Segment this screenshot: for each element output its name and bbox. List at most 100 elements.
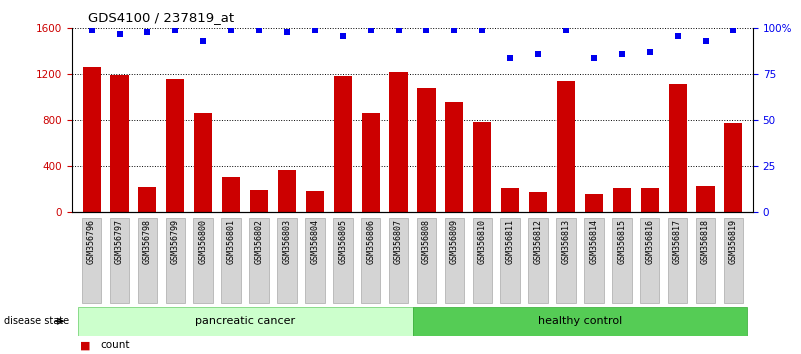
Bar [83, 67, 101, 212]
Text: GSM356808: GSM356808 [422, 219, 431, 264]
FancyBboxPatch shape [612, 218, 631, 303]
Point [727, 27, 740, 33]
Point [532, 51, 545, 57]
FancyBboxPatch shape [501, 218, 520, 303]
FancyBboxPatch shape [82, 218, 102, 303]
FancyBboxPatch shape [668, 218, 687, 303]
Point [476, 27, 489, 33]
Point [197, 38, 210, 44]
FancyBboxPatch shape [333, 218, 352, 303]
Point [448, 27, 461, 33]
Text: GSM356813: GSM356813 [562, 219, 570, 264]
Point [308, 27, 321, 33]
FancyBboxPatch shape [305, 218, 324, 303]
Point [615, 51, 628, 57]
Text: GSM356815: GSM356815 [618, 219, 626, 264]
FancyBboxPatch shape [166, 218, 185, 303]
Bar [529, 192, 547, 212]
Bar [167, 79, 184, 212]
FancyBboxPatch shape [473, 218, 492, 303]
Point [364, 27, 377, 33]
Point [280, 29, 293, 35]
Bar [696, 186, 714, 212]
Text: GSM356796: GSM356796 [87, 219, 96, 264]
FancyBboxPatch shape [249, 218, 269, 303]
Bar [501, 188, 519, 212]
Point [587, 55, 600, 61]
Text: GSM356818: GSM356818 [701, 219, 710, 264]
Text: count: count [100, 340, 130, 350]
Text: GSM356797: GSM356797 [115, 219, 124, 264]
Text: pancreatic cancer: pancreatic cancer [195, 316, 295, 326]
Bar [222, 177, 240, 212]
FancyBboxPatch shape [529, 218, 548, 303]
Text: GSM356812: GSM356812 [533, 219, 542, 264]
Point [169, 27, 182, 33]
Text: GSM356802: GSM356802 [255, 219, 264, 264]
FancyBboxPatch shape [556, 218, 576, 303]
Bar [334, 76, 352, 212]
Text: GSM356799: GSM356799 [171, 219, 180, 264]
Text: GSM356798: GSM356798 [143, 219, 152, 264]
Bar [361, 114, 380, 212]
Text: disease state: disease state [4, 316, 69, 326]
Bar [111, 75, 129, 212]
Text: GSM356816: GSM356816 [645, 219, 654, 264]
Text: GSM356806: GSM356806 [366, 219, 375, 264]
Text: GSM356804: GSM356804 [310, 219, 320, 264]
Bar [669, 84, 686, 212]
Bar [613, 188, 631, 212]
Point [252, 27, 265, 33]
Bar [445, 102, 464, 212]
Bar [194, 114, 212, 212]
Bar [250, 190, 268, 212]
FancyBboxPatch shape [110, 218, 129, 303]
Bar [585, 194, 603, 212]
Text: healthy control: healthy control [537, 316, 622, 326]
Text: GSM356800: GSM356800 [199, 219, 207, 264]
Text: GSM356803: GSM356803 [283, 219, 292, 264]
Text: ■: ■ [80, 340, 91, 350]
FancyBboxPatch shape [417, 218, 437, 303]
Text: GSM356805: GSM356805 [338, 219, 348, 264]
FancyBboxPatch shape [445, 218, 464, 303]
FancyBboxPatch shape [221, 218, 241, 303]
Text: GSM356814: GSM356814 [590, 219, 598, 264]
Bar [306, 190, 324, 212]
Text: GSM356819: GSM356819 [729, 219, 738, 264]
Point [85, 27, 98, 33]
Bar [557, 81, 575, 212]
Point [141, 29, 154, 35]
FancyBboxPatch shape [194, 218, 213, 303]
Bar [473, 121, 491, 212]
FancyBboxPatch shape [696, 218, 715, 303]
Text: GSM356810: GSM356810 [477, 219, 487, 264]
FancyBboxPatch shape [413, 307, 747, 336]
Point [336, 33, 349, 39]
FancyBboxPatch shape [138, 218, 157, 303]
Point [699, 38, 712, 44]
Point [560, 27, 573, 33]
FancyBboxPatch shape [584, 218, 604, 303]
Point [392, 27, 405, 33]
Text: GSM356807: GSM356807 [394, 219, 403, 264]
FancyBboxPatch shape [277, 218, 296, 303]
Text: GSM356801: GSM356801 [227, 219, 235, 264]
FancyBboxPatch shape [640, 218, 659, 303]
Text: GDS4100 / 237819_at: GDS4100 / 237819_at [88, 11, 234, 24]
FancyBboxPatch shape [361, 218, 380, 303]
Text: GSM356809: GSM356809 [450, 219, 459, 264]
Point [671, 33, 684, 39]
FancyBboxPatch shape [723, 218, 743, 303]
Point [225, 27, 238, 33]
Bar [389, 72, 408, 212]
Point [504, 55, 517, 61]
Bar [278, 170, 296, 212]
Bar [139, 187, 156, 212]
Text: GSM356811: GSM356811 [505, 219, 515, 264]
FancyBboxPatch shape [78, 307, 413, 336]
Point [420, 27, 433, 33]
Bar [417, 88, 436, 212]
Bar [641, 188, 658, 212]
Point [643, 50, 656, 55]
